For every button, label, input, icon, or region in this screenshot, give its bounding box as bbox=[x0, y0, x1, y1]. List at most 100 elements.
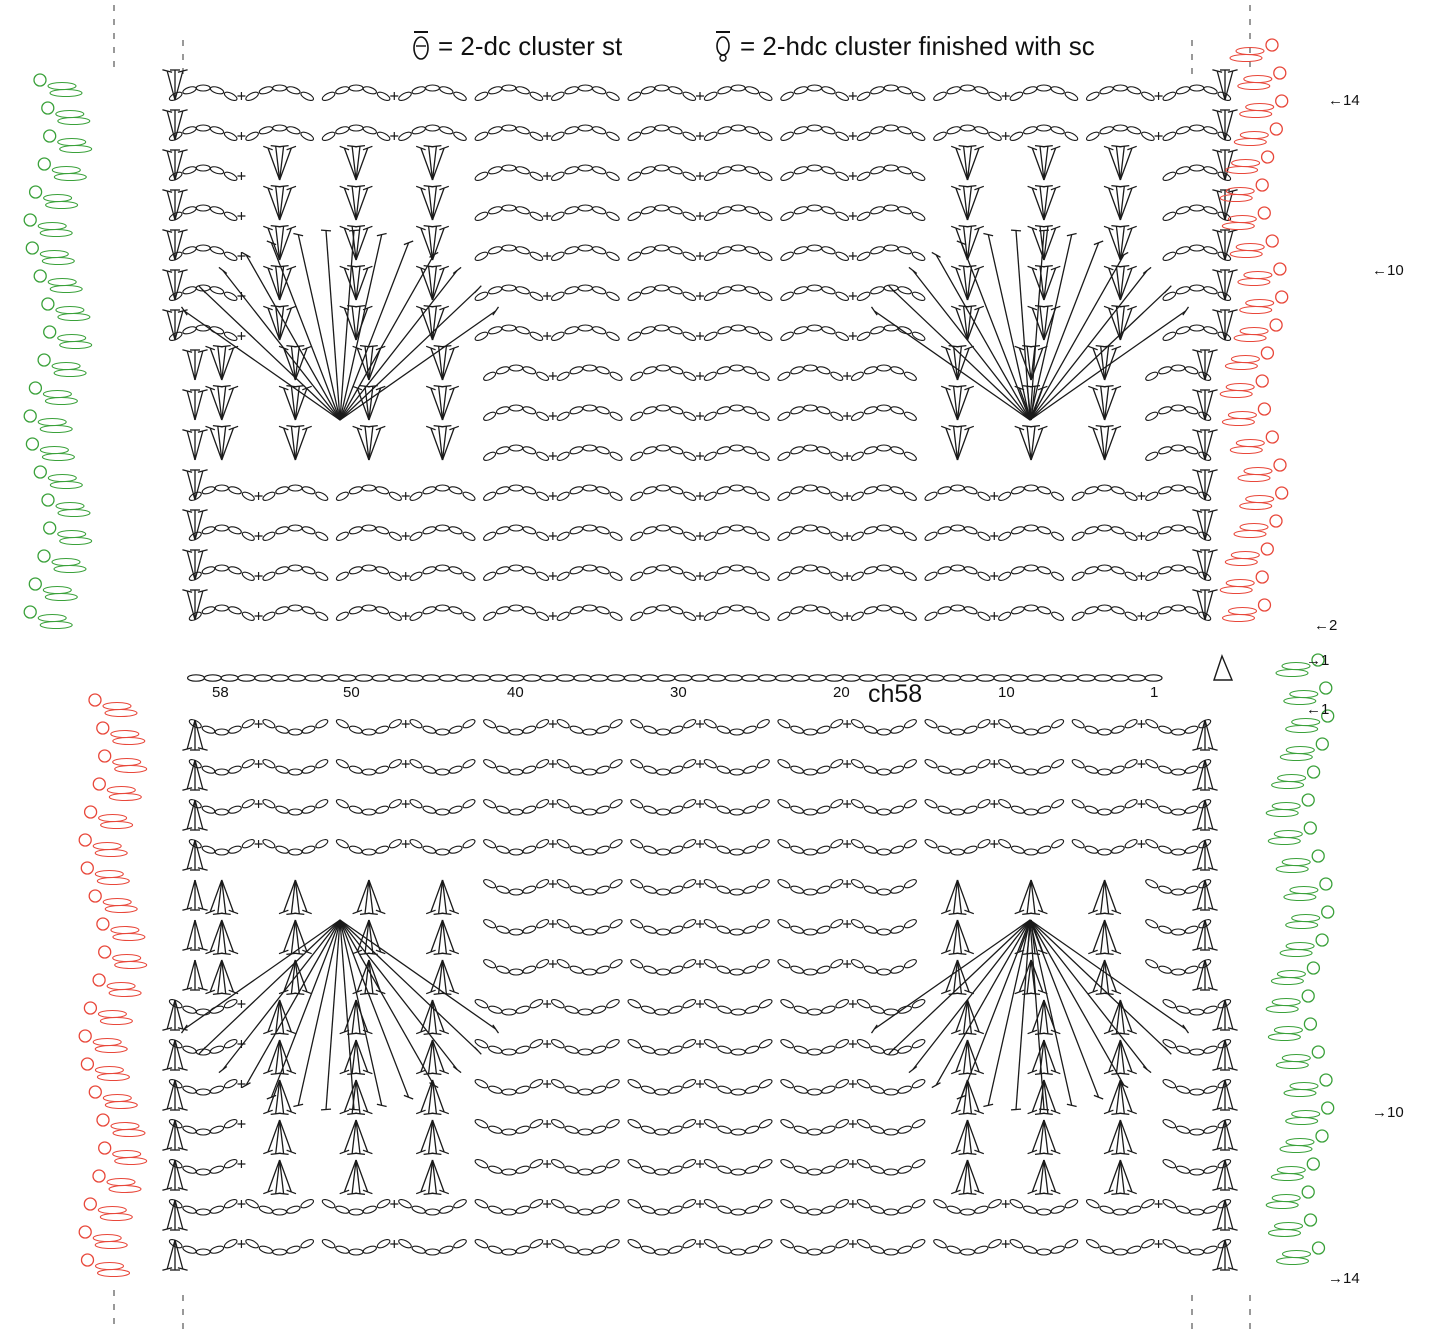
dc-stitch bbox=[955, 1039, 969, 1073]
chain-arc-stitch bbox=[756, 719, 770, 729]
dc-stitch bbox=[174, 270, 184, 301]
dc-stitch bbox=[441, 347, 455, 381]
chain-arc-stitch bbox=[963, 526, 978, 535]
chain-arc-stitch bbox=[201, 486, 216, 495]
chain-arc-stitch bbox=[780, 1198, 794, 1209]
dc-top bbox=[1227, 1027, 1238, 1031]
chain-arc-stitch bbox=[643, 765, 657, 774]
chain-arc-stitch bbox=[474, 1238, 489, 1249]
sc-stitch bbox=[696, 720, 704, 728]
edging-picot bbox=[43, 325, 57, 339]
chain-arc-stitch bbox=[1175, 1245, 1191, 1254]
sc-stitch bbox=[390, 92, 399, 100]
sc-stitch bbox=[548, 840, 557, 848]
chain-arc-stitch bbox=[998, 719, 1012, 729]
chain-stitch bbox=[472, 674, 491, 682]
dc-top bbox=[956, 912, 967, 916]
chain-arc-stitch bbox=[1111, 526, 1125, 535]
edging-chain bbox=[1219, 193, 1253, 203]
dc-stitch bbox=[1108, 187, 1121, 221]
chain-arc-stitch bbox=[1175, 1165, 1191, 1174]
chain-arc-stitch bbox=[807, 1248, 823, 1256]
chain-arc-stitch bbox=[856, 1038, 871, 1049]
edging-picot bbox=[1255, 374, 1269, 388]
edging-chain bbox=[44, 592, 78, 602]
dc-top bbox=[320, 229, 332, 232]
sc-stitch bbox=[990, 492, 999, 500]
chain-arc-stitch bbox=[643, 805, 657, 814]
dc-top bbox=[355, 224, 366, 228]
chain-arc-stitch bbox=[1189, 164, 1205, 172]
dc-stitch bbox=[294, 346, 300, 381]
chain-arc-stitch bbox=[717, 286, 732, 295]
dc-top bbox=[1050, 1149, 1061, 1155]
chain-arc-stitch bbox=[609, 451, 623, 461]
dc-top bbox=[1212, 269, 1223, 273]
edging-picot bbox=[78, 1029, 92, 1043]
dc-top bbox=[1192, 549, 1203, 553]
dc-stitch bbox=[1026, 959, 1032, 994]
dc-top bbox=[1192, 469, 1203, 473]
chain-arc-stitch bbox=[963, 486, 978, 495]
chain-arc-stitch bbox=[1203, 1245, 1218, 1254]
chain-arc-stitch bbox=[1009, 131, 1024, 142]
chain-arc-stitch bbox=[897, 1165, 912, 1174]
chain-arc-stitch bbox=[1189, 1088, 1205, 1096]
chain-arc-stitch bbox=[591, 1165, 607, 1174]
edging-chain bbox=[1267, 836, 1301, 846]
chain-arc-stitch bbox=[214, 808, 229, 816]
chain-arc-stitch bbox=[924, 799, 938, 809]
chain-arc-stitch bbox=[536, 491, 550, 501]
chain-arc-stitch bbox=[821, 246, 836, 255]
dc-stitch bbox=[952, 919, 959, 954]
chain-arc-stitch bbox=[1064, 1198, 1079, 1209]
edging-chain bbox=[57, 333, 87, 343]
edging-picot bbox=[1319, 1073, 1333, 1087]
sc-stitch bbox=[696, 492, 704, 500]
chain-arc-stitch bbox=[425, 1248, 440, 1256]
dc-top bbox=[1050, 145, 1061, 151]
edging-chain bbox=[1224, 557, 1258, 567]
dc-top bbox=[964, 949, 975, 955]
dc-top bbox=[263, 1029, 273, 1035]
chain-arc-stitch bbox=[669, 765, 684, 774]
dc-stitch bbox=[962, 146, 969, 181]
chain-arc-stitch bbox=[654, 244, 670, 252]
chain-arc-stitch bbox=[627, 211, 642, 222]
chain-arc-stitch bbox=[258, 86, 274, 95]
chain-stitch bbox=[842, 674, 861, 682]
chain-arc-stitch bbox=[462, 799, 476, 809]
dc-top bbox=[197, 469, 208, 473]
sc-stitch bbox=[543, 1200, 552, 1208]
dc-top bbox=[1042, 1152, 1053, 1156]
chain-arc-stitch bbox=[474, 1078, 489, 1089]
sc-stitch bbox=[237, 252, 246, 260]
chain-arc-stitch bbox=[550, 1158, 565, 1169]
dc-top bbox=[452, 266, 462, 275]
dc-top bbox=[966, 184, 977, 188]
chain-arc-stitch bbox=[790, 526, 804, 535]
chain-arc-stitch bbox=[1162, 1158, 1177, 1169]
dc-stitch bbox=[194, 759, 204, 790]
chain-arc-stitch bbox=[1217, 131, 1232, 142]
chain-arc-stitch bbox=[1203, 286, 1218, 295]
dc-stitch bbox=[966, 227, 980, 261]
chain-arc-stitch bbox=[963, 606, 978, 615]
dc-top bbox=[294, 344, 305, 348]
dc-stitch bbox=[1043, 226, 1049, 261]
dc-top bbox=[950, 265, 961, 271]
dc-stitch bbox=[1103, 879, 1110, 914]
chain-arc-stitch bbox=[730, 1048, 746, 1056]
chain-arc-stitch bbox=[596, 725, 610, 734]
chain-arc-stitch bbox=[1124, 531, 1138, 541]
chain-arc-stitch bbox=[777, 719, 791, 729]
dc-stitch bbox=[194, 879, 204, 910]
chain-arc-stitch bbox=[1145, 719, 1159, 729]
dc-top bbox=[1207, 787, 1218, 791]
dc-top bbox=[1119, 184, 1130, 188]
edging-chain bbox=[42, 585, 72, 595]
chain-arc-stitch bbox=[522, 925, 537, 934]
dc-top bbox=[1192, 509, 1203, 513]
chain-arc-stitch bbox=[556, 491, 570, 501]
chain-arc-stitch bbox=[262, 571, 276, 581]
